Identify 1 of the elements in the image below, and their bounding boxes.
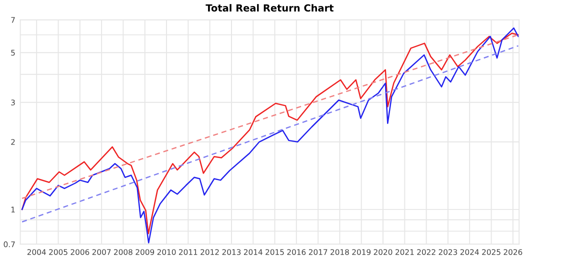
chart-title: Total Real Return Chart xyxy=(206,4,334,12)
